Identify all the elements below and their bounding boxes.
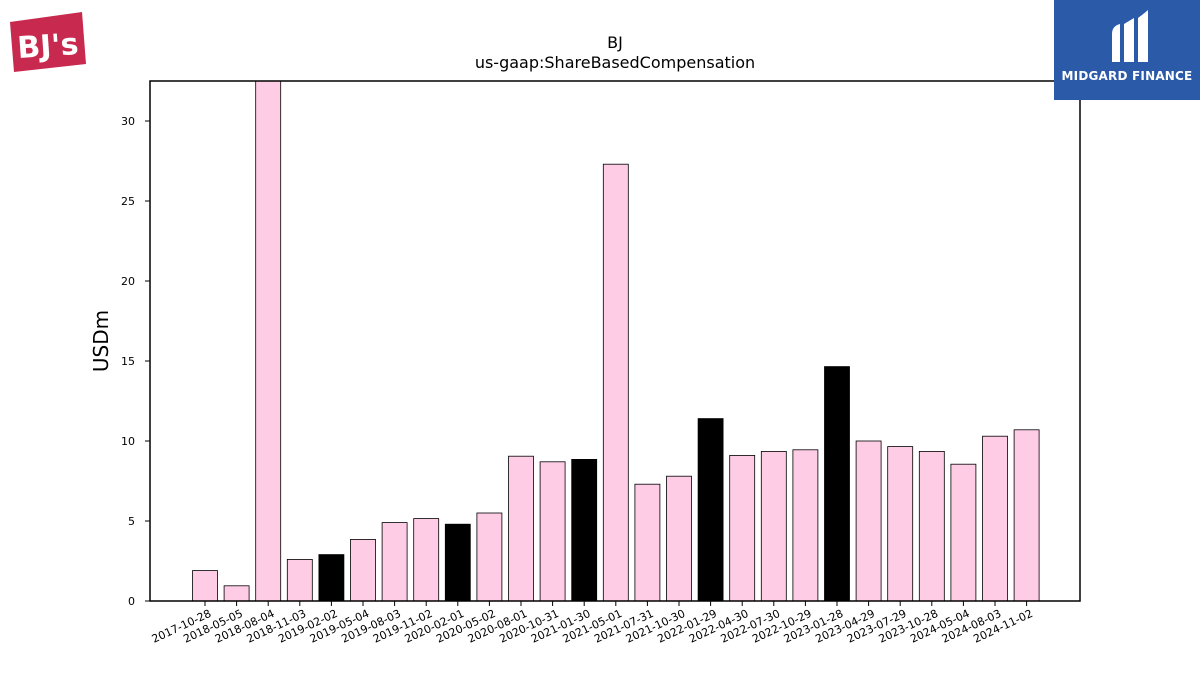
y-axis-label: USDm <box>89 310 113 372</box>
midgard-finance-logo: MIDGARD FINANCE <box>1054 0 1200 100</box>
bar-2021-05-01 <box>602 163 629 602</box>
bar-2022-07-30 <box>760 450 787 602</box>
bar-2020-10-31 <box>539 461 566 602</box>
y-tick-label: 25 <box>121 195 135 208</box>
bar-2019-08-03 <box>381 522 408 602</box>
y-axis: 0 5 10 15 20 25 30 <box>121 115 150 608</box>
bar-2023-01-28 <box>824 366 850 602</box>
bar-2024-05-04 <box>950 463 977 602</box>
bar-2019-11-02 <box>413 518 440 602</box>
chart-title: BJ <box>607 33 623 52</box>
bar-2020-08-01 <box>508 455 534 602</box>
y-tick-label: 15 <box>121 355 135 368</box>
plot-area-frame <box>149 80 1081 602</box>
bar-2019-02-02 <box>318 554 345 602</box>
bar-2021-10-30 <box>666 475 692 602</box>
bar-2020-05-02 <box>476 512 503 602</box>
bar-2018-08-04 <box>255 80 282 602</box>
x-axis: 2017-10-282018-05-052018-08-042018-11-03… <box>150 601 1035 646</box>
bar-2021-01-30 <box>571 458 598 602</box>
bar-2019-05-04 <box>350 539 376 602</box>
bar-2022-10-29 <box>792 449 819 602</box>
bar-2022-04-30 <box>729 454 756 602</box>
bar-2020-02-01 <box>444 523 471 602</box>
bar-2017-10-28 <box>192 570 218 602</box>
svg-text:BJ's: BJ's <box>16 27 79 66</box>
y-tick-label: 20 <box>121 275 135 288</box>
chart-subtitle: us-gaap:ShareBasedCompensation <box>475 53 755 72</box>
y-tick-label: 5 <box>128 515 135 528</box>
bar-2024-08-03 <box>982 435 1008 602</box>
bjs-logo: BJ's <box>8 8 90 76</box>
bar-2024-11-02 <box>1013 429 1040 602</box>
bar-2018-11-03 <box>286 559 313 602</box>
bar-2021-07-31 <box>634 483 661 602</box>
y-tick-label: 0 <box>128 595 135 608</box>
bar-2023-10-28 <box>918 450 945 602</box>
bar-2018-05-05 <box>223 585 250 602</box>
y-tick-label: 10 <box>121 435 135 448</box>
bars-group <box>192 80 1040 602</box>
bar-2023-07-29 <box>887 446 914 602</box>
midgard-finance-wordmark: MIDGARD FINANCE <box>1061 69 1193 83</box>
bar-2022-01-29 <box>697 418 724 602</box>
bar-2023-04-29 <box>855 440 882 602</box>
y-tick-label: 30 <box>121 115 135 128</box>
